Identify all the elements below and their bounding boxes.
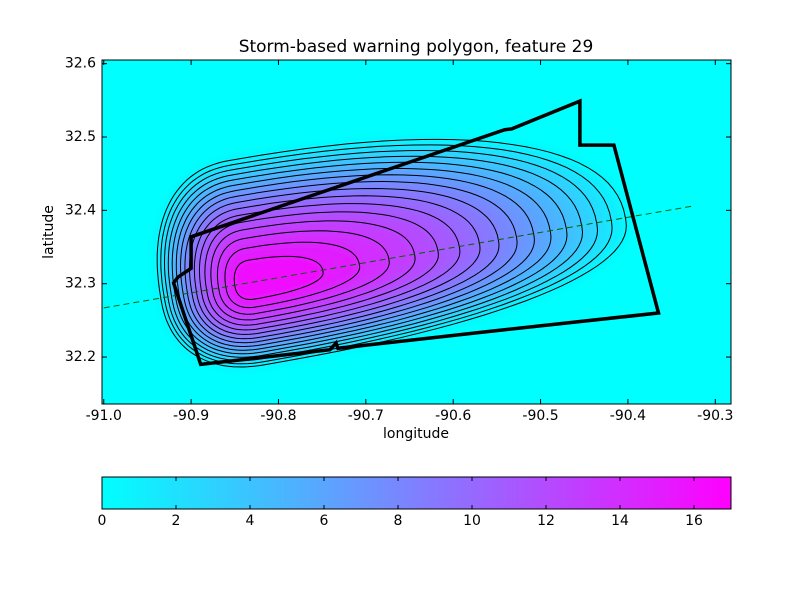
y-tick-label: 32.3 [65,276,96,292]
contour-line [204,211,439,326]
x-tick-label: -90.7 [348,408,384,424]
x-tick-label: -90.5 [522,408,558,424]
chart-title: Storm-based warning polygon, feature 29 [239,37,594,57]
field-blur [157,139,627,367]
contour-line [163,149,599,362]
colorbar [101,476,732,510]
field-fill [157,139,627,367]
colorbar-tick-label: 4 [246,513,255,529]
contour-line [210,220,416,321]
colorbar-tick-label: 12 [537,513,555,529]
x-tick-label: -90.9 [173,408,209,424]
colorbar-tick-label: 6 [320,513,329,529]
colorbar-tick-label: 10 [463,513,481,529]
contour-line [233,255,324,300]
colorbar-tick-label: 8 [394,513,403,529]
y-tick-label: 32.2 [65,349,96,365]
contour-line [193,195,481,335]
contour-line [160,144,613,365]
colorbar-tick-label: 14 [611,513,629,529]
field-band [234,256,324,300]
contour-line [167,155,584,358]
contour-line [224,241,361,309]
contour-line [188,187,500,340]
contour-line [156,138,627,368]
y-axis-label: latitude [41,205,57,259]
x-axis-label: longitude [383,426,449,442]
contour-line [184,180,518,344]
y-tick-label: 32.4 [65,202,96,218]
x-tick-label: -91.0 [86,408,122,424]
y-tick-label: 32.6 [65,56,96,72]
x-tick-label: -90.3 [697,408,733,424]
x-tick-label: -90.4 [610,408,646,424]
contours [156,138,627,368]
contour-line [179,174,535,347]
y-tick-label: 32.5 [65,129,96,145]
contour-line [199,203,461,331]
x-tick-label: -90.6 [435,408,471,424]
plot-frame [101,59,732,405]
warning-polygon [171,98,661,367]
contour-line [216,230,390,315]
colorbar-tick-label: 0 [98,513,107,529]
colorbar-tick-label: 16 [685,513,703,529]
x-tick-label: -90.8 [260,408,296,424]
colorbar-tick-label: 2 [172,513,181,529]
